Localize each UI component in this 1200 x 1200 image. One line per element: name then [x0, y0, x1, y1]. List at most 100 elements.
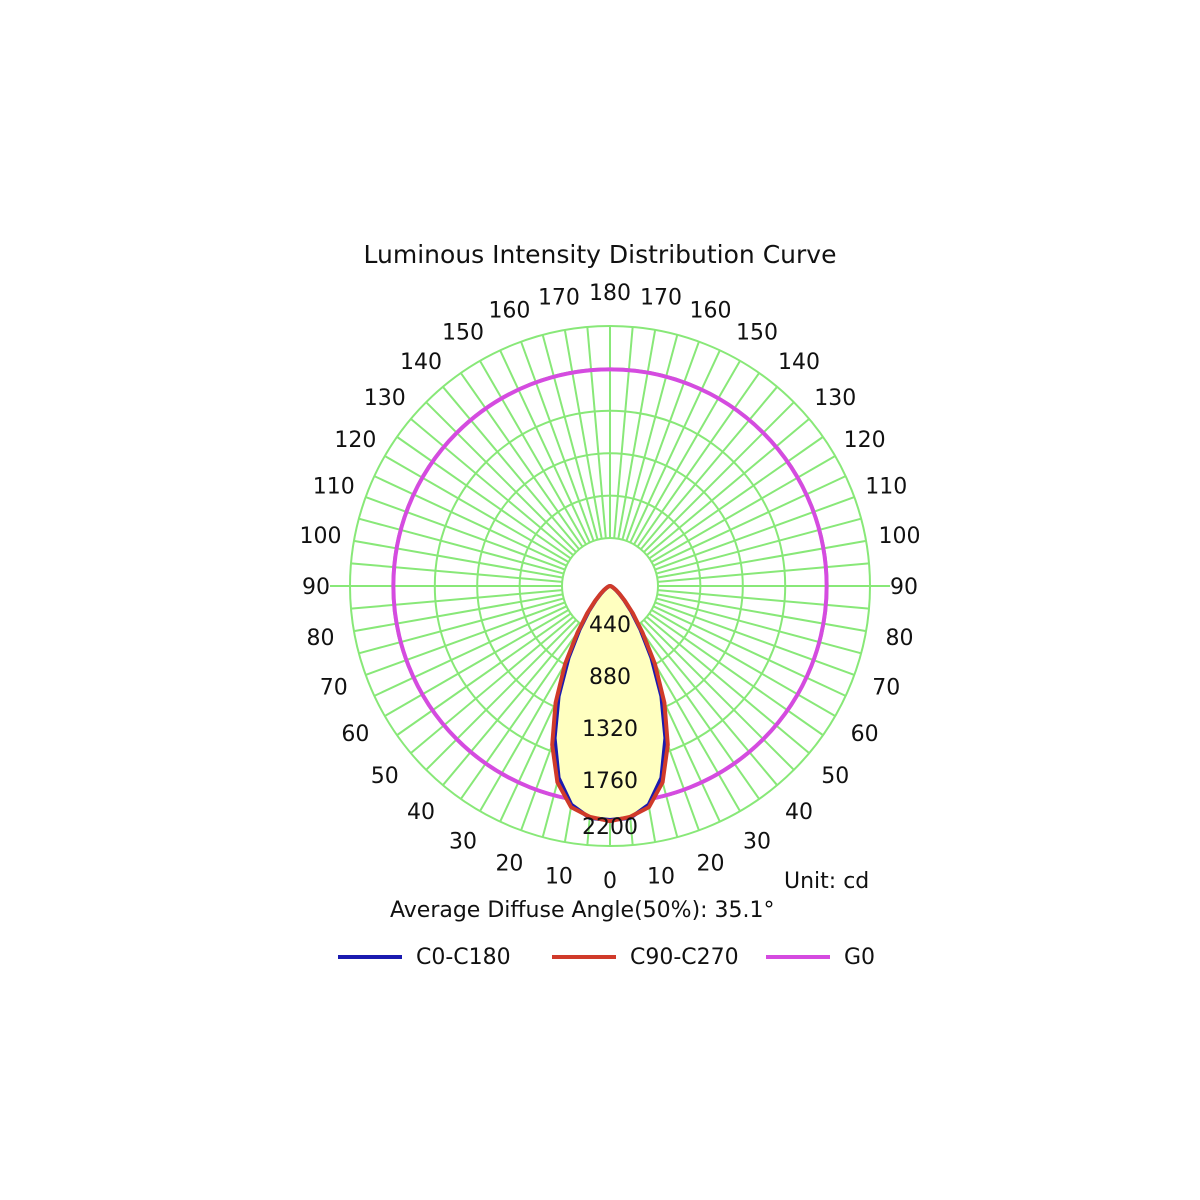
- legend-label-g0: G0: [844, 944, 876, 970]
- grid-spoke: [396, 612, 572, 736]
- grid-spoke: [640, 622, 778, 786]
- grid-spoke: [648, 612, 824, 736]
- grid-spoke: [646, 418, 810, 556]
- grid-spoke: [358, 597, 564, 655]
- angle-label-right: 130: [814, 386, 856, 411]
- angle-label-right: 120: [844, 428, 886, 453]
- angle-label-left: 30: [449, 830, 477, 855]
- average-diffuse-angle: Average Diffuse Angle(50%): 35.1°: [390, 898, 775, 923]
- legend-line-c0: [338, 955, 402, 959]
- grid-spoke: [586, 326, 607, 539]
- angle-label-right: 110: [865, 474, 907, 499]
- series-fill: [552, 586, 668, 822]
- grid-spoke: [350, 589, 563, 610]
- angle-label-left: 70: [320, 676, 348, 701]
- axis-labels: 4408801320176022001020304050607080901001…: [299, 281, 920, 894]
- grid-spoke: [629, 349, 721, 543]
- angle-label-left: 10: [545, 865, 573, 890]
- grid-spoke: [633, 360, 741, 545]
- angle-label-bottom: 0: [603, 869, 617, 894]
- grid-spoke: [384, 455, 569, 563]
- angle-label-left: 170: [538, 285, 580, 310]
- grid-spoke: [651, 609, 836, 717]
- angle-label-right: 50: [821, 764, 849, 789]
- grid-spoke: [654, 601, 855, 676]
- grid-spoke: [373, 475, 567, 567]
- angle-label-left: 160: [488, 299, 530, 324]
- grid-spoke: [657, 589, 870, 610]
- angle-label-left: 40: [407, 800, 435, 825]
- angle-label-left: 110: [313, 474, 355, 499]
- grid-spoke: [621, 334, 679, 540]
- grid-spoke: [460, 624, 584, 800]
- angle-label-left: 80: [306, 626, 334, 651]
- grid-spoke: [625, 341, 700, 542]
- legend-line-g0: [766, 955, 830, 959]
- grid-spoke: [636, 372, 760, 548]
- angle-label-top: 180: [589, 281, 631, 306]
- series-curves: [391, 367, 829, 824]
- grid-spoke: [442, 386, 580, 550]
- angle-label-right: 40: [785, 800, 813, 825]
- grid-spoke: [499, 349, 591, 543]
- grid-spoke: [657, 539, 867, 579]
- grid-spoke: [460, 372, 584, 548]
- grid-spoke: [353, 539, 563, 579]
- grid-spoke: [653, 605, 847, 697]
- series-c90-curve: [550, 584, 670, 824]
- grid-spoke: [613, 326, 634, 539]
- angle-label-left: 100: [299, 524, 341, 549]
- angle-label-left: 130: [364, 386, 406, 411]
- grid-spoke: [410, 418, 574, 556]
- grid-spoke: [520, 341, 595, 542]
- grid-spoke: [617, 329, 657, 539]
- grid-spoke: [396, 436, 572, 560]
- legend-item-g0: G0: [766, 940, 875, 974]
- grid-spoke: [479, 360, 587, 545]
- grid-spoke: [358, 517, 564, 575]
- grid-spoke: [656, 517, 862, 575]
- grid-spoke: [643, 401, 795, 553]
- radial-tick-label: 2200: [582, 815, 638, 840]
- angle-label-left: 60: [341, 722, 369, 747]
- grid-spoke: [640, 386, 778, 550]
- radial-tick-label: 1320: [582, 717, 638, 742]
- grid-spoke: [350, 562, 563, 583]
- grid-spoke: [646, 616, 810, 754]
- grid-spoke: [373, 605, 567, 697]
- grid-spoke: [657, 593, 867, 633]
- legend-label-c0: C0-C180: [416, 944, 511, 970]
- grid-spoke: [654, 496, 855, 571]
- angle-label-left: 120: [334, 428, 376, 453]
- angle-label-left: 20: [495, 851, 523, 876]
- grid-spoke: [656, 597, 862, 655]
- angle-label-right: 150: [736, 320, 778, 345]
- grid-spoke: [365, 496, 566, 571]
- angle-label-left: 150: [442, 320, 484, 345]
- radial-tick-label: 1760: [582, 769, 638, 794]
- grid-spoke: [657, 562, 870, 583]
- legend-item-c0: C0-C180: [338, 940, 511, 974]
- grid-spoke: [651, 455, 836, 563]
- angle-label-right: 160: [690, 299, 732, 324]
- angle-label-left: 140: [400, 350, 442, 375]
- angle-label-right: 140: [778, 350, 820, 375]
- grid-spoke: [636, 624, 760, 800]
- angle-label-left: 90: [302, 575, 330, 600]
- grid-spoke: [653, 475, 847, 567]
- angle-label-right: 30: [743, 830, 771, 855]
- angle-label-right: 90: [890, 575, 918, 600]
- angle-label-right: 170: [640, 285, 682, 310]
- legend-label-c90: C90-C270: [630, 944, 739, 970]
- grid-spoke: [353, 593, 563, 633]
- angle-label-right: 10: [647, 865, 675, 890]
- radial-tick-label: 440: [589, 613, 631, 638]
- angle-label-right: 20: [697, 851, 725, 876]
- legend: C0-C180 C90-C270 G0: [0, 940, 1200, 974]
- chart-title: Luminous Intensity Distribution Curve: [363, 240, 837, 269]
- angle-label-right: 100: [879, 524, 921, 549]
- grid-spoke: [410, 616, 574, 754]
- grid-spoke: [365, 601, 566, 676]
- legend-item-c90: C90-C270: [552, 940, 739, 974]
